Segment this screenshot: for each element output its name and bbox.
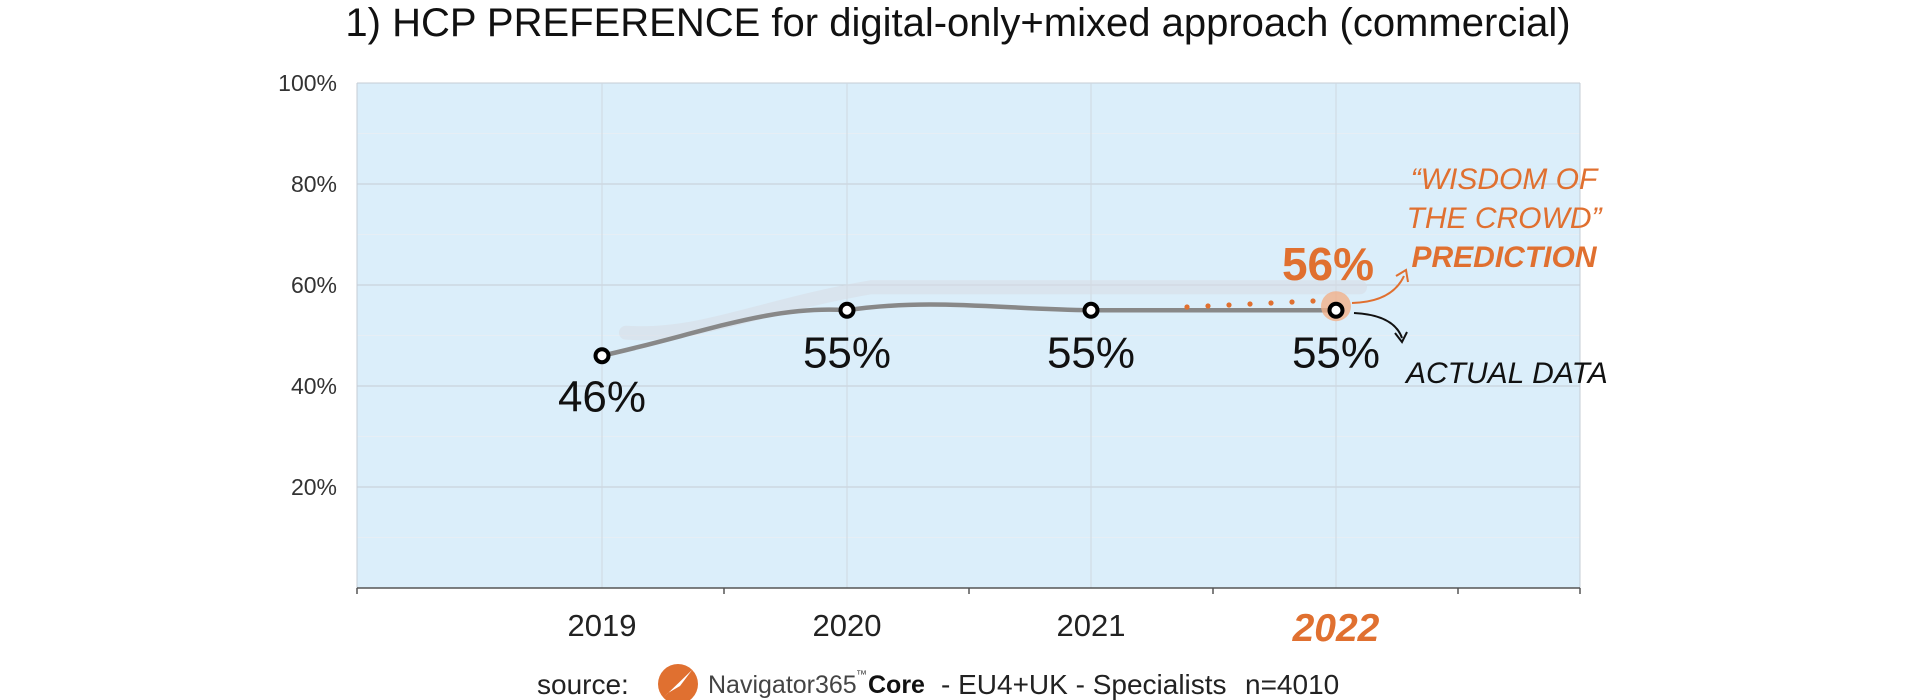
brand-suffix: Core	[868, 671, 925, 699]
marker-layer	[593, 301, 1345, 365]
data-point	[1082, 301, 1100, 319]
x-axis-ticks	[356, 588, 1581, 594]
x-tick-label: 2021	[1057, 608, 1126, 643]
x-tick-label: 2020	[813, 608, 882, 643]
x-axis-tick-labels: 2019 2020 2021 2022	[568, 607, 1380, 650]
source-details: - EU4+UK - Specialists	[941, 669, 1227, 700]
actual-data-arrow	[1353, 312, 1403, 339]
data-point	[838, 301, 856, 319]
data-label: 46%	[558, 373, 646, 422]
prediction-dot	[1268, 300, 1274, 306]
y-tick-label: 20%	[291, 474, 337, 500]
chart-title: 1) HCP PREFERENCE for digital-only+mixed…	[345, 1, 1570, 45]
prediction-dot	[1184, 304, 1190, 310]
prediction-dot	[1226, 302, 1232, 308]
y-tick-label: 40%	[291, 373, 337, 399]
prediction-dot	[1289, 299, 1295, 305]
navigator-logo-icon	[658, 664, 698, 700]
prediction-value: 56%	[1282, 238, 1374, 290]
brand-name: Navigator365	[708, 671, 857, 699]
data-labels: 46% 55% 55% 55%	[558, 328, 1380, 421]
data-point	[1327, 301, 1345, 319]
x-tick-label: 2019	[568, 608, 637, 643]
x-tick-label: 2022	[1292, 607, 1380, 650]
prediction-dot	[1247, 301, 1253, 307]
data-label: 55%	[803, 328, 891, 377]
grid-lines	[356, 82, 1581, 588]
y-axis-tick-labels: 100% 80% 60% 40% 20%	[278, 70, 337, 500]
actual-data-arrow-head	[1394, 331, 1408, 344]
y-tick-label: 60%	[291, 272, 337, 298]
sample-size: n=4010	[1245, 669, 1339, 700]
data-point	[593, 347, 611, 365]
actual-data-annotation: ACTUAL DATA	[1404, 357, 1608, 390]
prediction-annotation-line1: “WISDOM OF	[1411, 163, 1599, 196]
source-label: source:	[537, 669, 629, 700]
prediction-annotation-line3: PREDICTION	[1411, 241, 1597, 274]
data-label: 55%	[1292, 328, 1380, 377]
prediction-arrow	[1351, 275, 1405, 304]
y-tick-label: 80%	[291, 171, 337, 197]
prediction-dot	[1310, 298, 1316, 304]
series-shadow	[619, 280, 1367, 341]
y-tick-label: 100%	[278, 70, 337, 96]
prediction-annotation-line2: THE CROWD”	[1407, 202, 1604, 235]
prediction-arrow-head	[1395, 268, 1409, 283]
brand-trademark: ™	[856, 669, 867, 681]
data-label: 55%	[1047, 328, 1135, 377]
prediction-dot	[1205, 303, 1211, 309]
